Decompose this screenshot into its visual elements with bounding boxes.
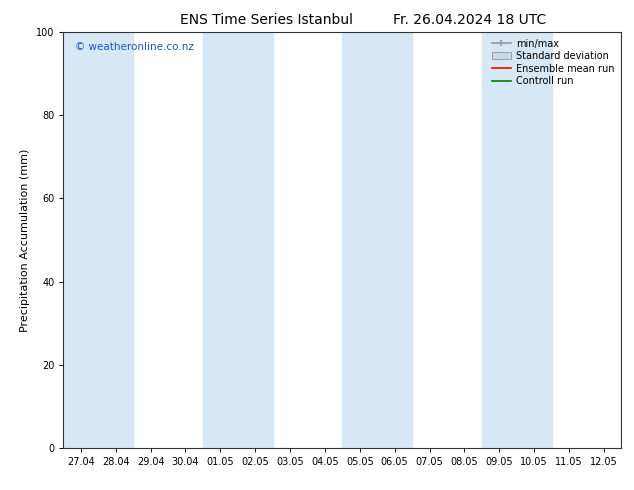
Text: ENS Time Series Istanbul: ENS Time Series Istanbul	[180, 13, 353, 27]
Bar	[377, 32, 412, 448]
Y-axis label: Precipitation Accumulation (mm): Precipitation Accumulation (mm)	[20, 148, 30, 332]
Text: Fr. 26.04.2024 18 UTC: Fr. 26.04.2024 18 UTC	[392, 13, 546, 27]
Bar	[342, 32, 377, 448]
Bar	[482, 32, 517, 448]
Bar	[203, 32, 238, 448]
Bar	[63, 32, 98, 448]
Text: © weatheronline.co.nz: © weatheronline.co.nz	[75, 42, 193, 52]
Bar	[238, 32, 273, 448]
Bar	[98, 32, 133, 448]
Legend: min/max, Standard deviation, Ensemble mean run, Controll run: min/max, Standard deviation, Ensemble me…	[489, 37, 616, 88]
Bar	[517, 32, 552, 448]
